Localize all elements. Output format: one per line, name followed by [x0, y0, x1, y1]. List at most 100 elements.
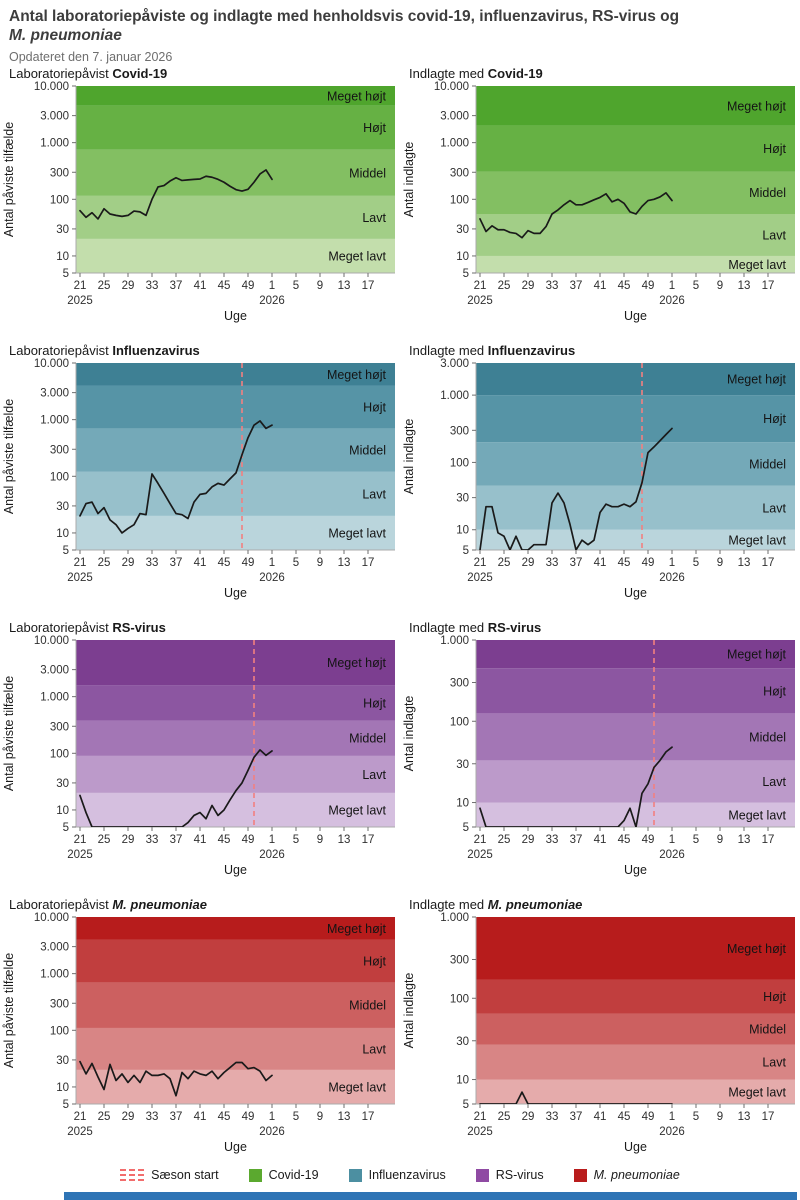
level-band-label: Meget lavt: [328, 249, 386, 263]
legend-item-influenza: Influenzavirus: [348, 1168, 446, 1182]
x-tick-label: 45: [218, 557, 231, 569]
x-tick-label: 45: [218, 1111, 231, 1123]
y-tick-label: 1.000: [440, 635, 469, 647]
y-tick-label: 30: [456, 1036, 469, 1048]
y-tick-label: 10.000: [434, 81, 469, 93]
level-band-label: Lavt: [762, 1056, 786, 1070]
x-tick-label: 5: [293, 280, 299, 292]
y-tick-label: 100: [450, 993, 469, 1005]
x-year-label: 2026: [259, 295, 285, 307]
x-tick-label: 5: [293, 834, 299, 846]
y-tick-label: 100: [450, 716, 469, 728]
y-axis-title: Antal indlagte: [402, 142, 416, 218]
x-tick-label: 45: [218, 834, 231, 846]
y-tick-label: 30: [56, 1055, 69, 1067]
x-year-label: 2026: [259, 849, 285, 861]
level-band-label: Middel: [749, 186, 786, 200]
data-line: [79, 420, 273, 534]
x-tick-label: 17: [362, 1111, 375, 1123]
level-band: [76, 685, 395, 721]
y-axis-title: Antal indlagte: [402, 419, 416, 495]
level-band: [76, 363, 395, 386]
y-tick-label: 3.000: [40, 388, 69, 400]
chart-canvas: Meget lavt Lavt Middel Højt Meget højt 10.000…: [2, 635, 395, 877]
x-tick-label: 13: [738, 1111, 751, 1123]
x-year-label: 2026: [659, 295, 685, 307]
x-tick-label: 49: [242, 280, 255, 292]
y-tick-label: 1.000: [40, 692, 69, 704]
x-tick-label: 33: [546, 280, 559, 292]
x-tick-label: 49: [642, 834, 655, 846]
level-band-label: Højt: [763, 684, 786, 698]
x-tick-label: 21: [74, 280, 87, 292]
level-band-label: Højt: [363, 400, 386, 414]
x-tick-label: 9: [717, 1111, 723, 1123]
level-band-label: Højt: [763, 142, 786, 156]
x-tick-label: 33: [546, 834, 559, 846]
chart-title: Laboratoriepåvist M. pneumoniae: [0, 894, 400, 912]
chart-title-pathogen: M. pneumoniae: [487, 897, 583, 912]
x-tick-label: 21: [474, 1111, 487, 1123]
y-tick-label: 10: [56, 1082, 69, 1094]
x-year-label: 2025: [67, 849, 93, 861]
y-axis-title: Antal påviste tilfælde: [2, 953, 16, 1068]
chart-influenza-admitted: Indlagte med Influenzavirus Meget lavt La…: [400, 340, 800, 617]
chart-title-pathogen: Influenzavirus: [487, 343, 576, 358]
x-tick-label: 45: [618, 280, 631, 292]
y-tick-label: 10.000: [34, 358, 69, 370]
x-tick-label: 25: [98, 1111, 111, 1123]
x-tick-label: 1: [669, 557, 675, 569]
x-tick-label: 37: [570, 280, 583, 292]
x-tick-label: 29: [122, 1111, 135, 1123]
chart-covid-lab: Laboratoriepåvist Covid-19 Meget lavt Lav…: [0, 63, 400, 340]
y-tick-label: 300: [50, 721, 69, 733]
y-tick-label: 10: [56, 251, 69, 263]
x-tick-label: 29: [122, 557, 135, 569]
x-tick-label: 1: [669, 1111, 675, 1123]
x-tick-label: 1: [269, 834, 275, 846]
level-band: [76, 640, 395, 686]
level-band-label: Meget lavt: [728, 258, 786, 272]
x-year-label: 2025: [467, 849, 493, 861]
level-band: [76, 428, 395, 472]
x-axis-title: Uge: [624, 863, 647, 877]
level-band-label: Meget lavt: [328, 526, 386, 540]
chart-title-prefix: Laboratoriepåvist: [9, 66, 113, 81]
x-tick-label: 29: [522, 834, 535, 846]
y-axis-title: Antal indlagte: [402, 973, 416, 1049]
y-tick-label: 30: [56, 501, 69, 513]
data-line: [79, 1060, 273, 1097]
chart-influenza-lab: Laboratoriepåvist Influenzavirus Meget l…: [0, 340, 400, 617]
y-tick-label: 30: [56, 778, 69, 790]
y-tick-label: 10.000: [34, 912, 69, 924]
x-tick-label: 13: [338, 280, 351, 292]
level-band-label: Lavt: [362, 1042, 386, 1056]
x-tick-label: 41: [194, 557, 207, 569]
y-tick-label: 30: [56, 224, 69, 236]
color-swatch-influenza: [348, 1168, 362, 1182]
x-tick-label: 29: [522, 280, 535, 292]
x-tick-label: 41: [194, 1111, 207, 1123]
chart-canvas: Meget lavt Lavt Middel Højt Meget højt 10.000…: [402, 81, 795, 323]
chart-title-pathogen: Influenzavirus: [112, 343, 200, 358]
data-line: [479, 427, 673, 550]
page-title-line1: Antal laboratoriepåviste og indlagte med…: [9, 8, 680, 25]
y-tick-label: 300: [50, 167, 69, 179]
level-band-label: Meget højt: [727, 373, 787, 387]
report-header: Antal laboratoriepåviste og indlagte med…: [0, 0, 800, 64]
x-tick-label: 5: [693, 557, 699, 569]
level-band: [476, 1079, 795, 1104]
level-band-label: Højt: [363, 121, 386, 135]
x-tick-label: 29: [122, 280, 135, 292]
y-tick-label: 1.000: [440, 912, 469, 924]
x-tick-label: 5: [293, 557, 299, 569]
dashed-line-icon: [120, 1169, 145, 1181]
level-band: [76, 238, 395, 273]
y-tick-label: 10.000: [34, 81, 69, 93]
x-tick-label: 29: [122, 834, 135, 846]
level-band: [76, 515, 395, 550]
legend: Sæson start Covid-19 Influenzavirus RS-v…: [0, 1167, 800, 1183]
chart-title: Laboratoriepåvist Influenzavirus: [0, 340, 400, 358]
x-tick-label: 37: [570, 834, 583, 846]
